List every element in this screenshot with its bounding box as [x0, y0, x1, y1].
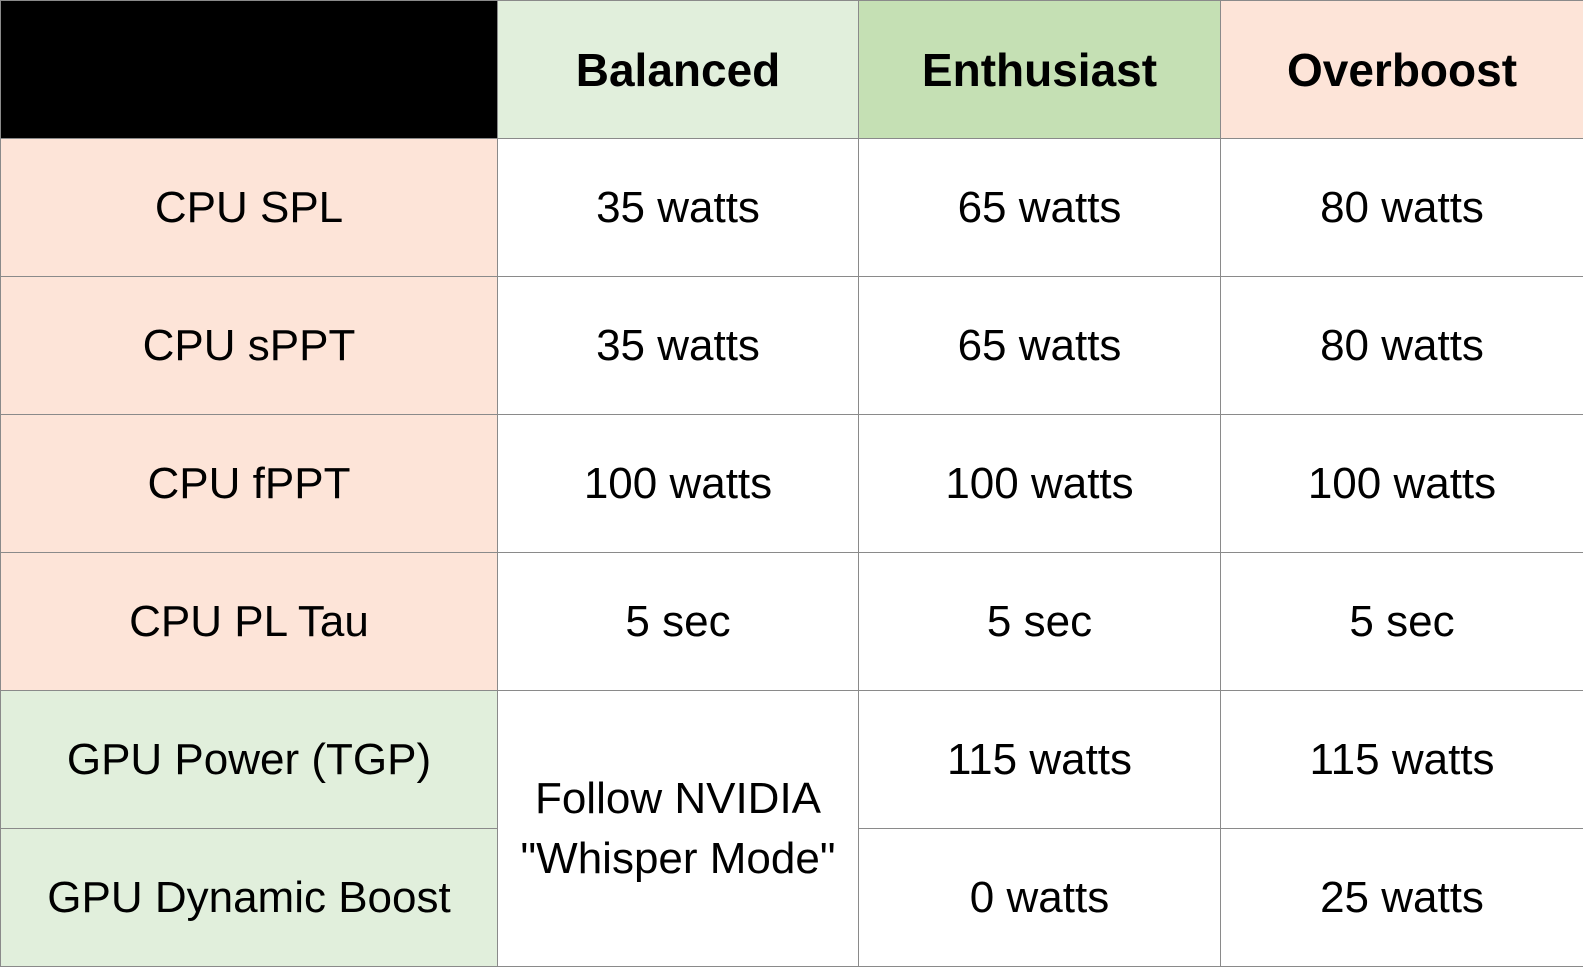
cell-value: 115 watts	[859, 691, 1221, 829]
merged-cell-line-2: "Whisper Mode"	[498, 829, 858, 888]
row-label-cpu-spl: CPU SPL	[1, 139, 498, 277]
cell-value: 35 watts	[498, 139, 859, 277]
cell-value: 100 watts	[859, 415, 1221, 553]
column-header-balanced: Balanced	[498, 1, 859, 139]
cell-value: 65 watts	[859, 277, 1221, 415]
cell-value: 100 watts	[1221, 415, 1583, 553]
cell-value: 35 watts	[498, 277, 859, 415]
merged-cell-whisper-mode: Follow NVIDIA "Whisper Mode"	[498, 691, 859, 967]
cell-value: 25 watts	[1221, 829, 1583, 967]
row-label-cpu-sppt: CPU sPPT	[1, 277, 498, 415]
column-header-enthusiast: Enthusiast	[859, 1, 1221, 139]
cell-value: 65 watts	[859, 139, 1221, 277]
row-label-cpu-fppt: CPU fPPT	[1, 415, 498, 553]
cell-value: 115 watts	[1221, 691, 1583, 829]
row-label-cpu-pl-tau: CPU PL Tau	[1, 553, 498, 691]
cell-value: 5 sec	[1221, 553, 1583, 691]
header-row: Balanced Enthusiast Overboost	[1, 1, 1583, 139]
table-row: CPU SPL 35 watts 65 watts 80 watts	[1, 139, 1583, 277]
cell-value: 80 watts	[1221, 277, 1583, 415]
row-label-gpu-power-tgp: GPU Power (TGP)	[1, 691, 498, 829]
row-label-gpu-dynamic-boost: GPU Dynamic Boost	[1, 829, 498, 967]
cell-value: 80 watts	[1221, 139, 1583, 277]
cell-value: 0 watts	[859, 829, 1221, 967]
table-row: GPU Power (TGP) Follow NVIDIA "Whisper M…	[1, 691, 1583, 829]
corner-cell	[1, 1, 498, 139]
cell-value: 5 sec	[859, 553, 1221, 691]
cell-value: 100 watts	[498, 415, 859, 553]
cell-value: 5 sec	[498, 553, 859, 691]
table-row: CPU sPPT 35 watts 65 watts 80 watts	[1, 277, 1583, 415]
table-row: CPU PL Tau 5 sec 5 sec 5 sec	[1, 553, 1583, 691]
merged-cell-line-1: Follow NVIDIA	[498, 769, 858, 828]
column-header-overboost: Overboost	[1221, 1, 1583, 139]
table-row: CPU fPPT 100 watts 100 watts 100 watts	[1, 415, 1583, 553]
